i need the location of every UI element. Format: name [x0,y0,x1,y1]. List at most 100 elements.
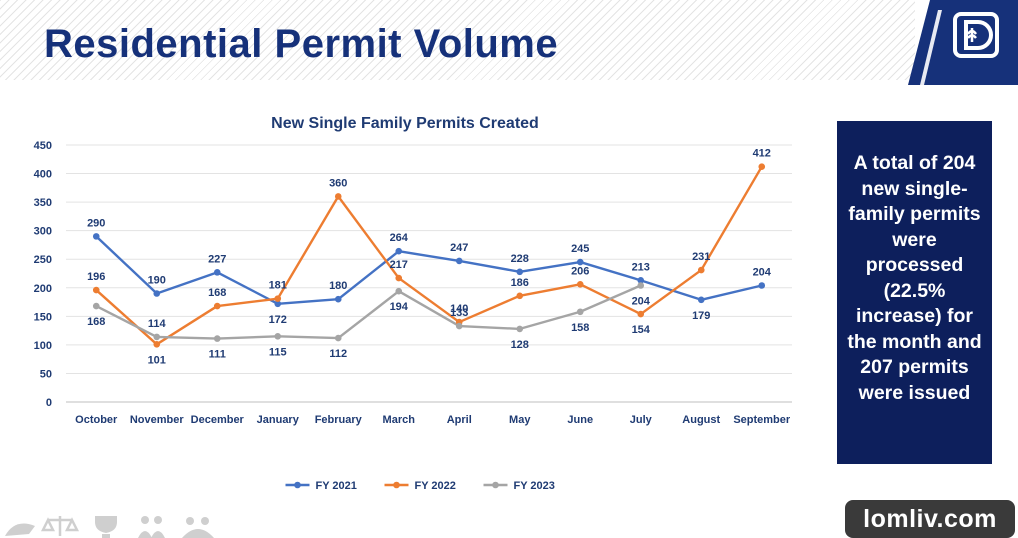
data-point [395,247,403,255]
legend-marker [294,481,301,489]
y-tick-label: 150 [34,311,52,323]
x-tick-label: November [130,414,185,426]
header-hatch-pattern [0,0,915,80]
data-label: 179 [692,310,710,322]
data-label: 247 [450,242,468,254]
legend-label: FY 2021 [316,480,357,492]
legend-label: FY 2022 [415,480,456,492]
data-label: 111 [209,349,226,361]
data-label: 228 [511,253,529,265]
data-point [334,193,342,200]
x-tick-label: June [567,414,593,426]
data-label: 133 [450,307,468,319]
x-tick-label: April [447,414,472,426]
data-point [516,292,524,300]
data-label: 231 [692,251,710,263]
data-label: 158 [571,322,589,334]
data-point [516,268,524,276]
data-label: 115 [269,346,287,358]
summary-callout: A total of 204 new single-family permits… [837,121,992,464]
series-line [95,166,763,346]
data-label: 227 [208,253,226,265]
data-point [697,266,705,274]
y-tick-label: 250 [34,254,52,266]
community-icon [182,517,214,538]
y-tick-label: 300 [34,226,52,238]
legend-marker [393,481,400,489]
data-point [395,274,403,282]
data-point [334,334,342,342]
series-line [95,284,642,340]
footer-icon-strip [5,516,214,538]
data-label: 172 [269,314,287,326]
data-point [637,277,645,284]
data-label: 186 [511,277,529,289]
y-tick-label: 450 [34,140,52,152]
x-tick-label: May [509,414,531,426]
data-label: 128 [511,339,529,351]
data-label: 194 [390,301,409,313]
data-point [213,269,221,276]
data-label: 204 [632,295,651,307]
x-tick-label: February [315,414,363,426]
data-point [92,286,100,294]
x-tick-label: January [257,414,300,426]
data-point [637,310,645,318]
data-label: 360 [329,177,347,189]
scales-icon [40,516,80,536]
data-point [274,333,282,340]
page-title: Residential Permit Volume [44,22,559,66]
data-point [395,287,403,295]
y-tick-label: 0 [46,397,52,409]
data-label: 101 [148,354,166,366]
x-tick-label: August [682,414,720,426]
legend-label: FY 2023 [514,480,555,492]
x-tick-label: October [75,414,118,426]
data-point [334,295,342,303]
legend-marker [492,481,499,489]
data-point [153,333,161,341]
line-chart: New Single Family Permits Created 0 50 100… [34,115,792,492]
data-point [758,282,766,289]
data-point [697,296,705,304]
x-tick-label: July [630,414,653,426]
y-tick-label: 350 [34,197,52,209]
data-point [455,257,463,265]
data-point [455,322,463,330]
x-tick-label: December [191,414,245,426]
y-tick-label: 400 [34,169,52,181]
data-point [758,163,766,171]
data-label: 206 [571,265,589,277]
data-label: 217 [390,259,408,271]
city-logo-icon [908,0,1018,85]
y-tick-label: 100 [34,340,52,352]
data-point [274,295,282,302]
data-label: 180 [329,280,347,292]
data-label: 196 [87,271,105,283]
y-tick-label: 50 [40,368,52,380]
trophy-icon [95,516,117,538]
data-label: 114 [148,318,167,330]
data-label: 412 [753,148,771,160]
data-label: 140 [450,303,468,315]
data-point [213,302,221,310]
data-point [92,233,100,240]
data-label: 245 [571,243,589,255]
data-label: 264 [390,232,409,244]
data-label: 154 [632,324,651,336]
data-point [274,300,282,308]
data-point [576,281,584,288]
data-label: 204 [753,266,772,278]
data-point [637,282,645,289]
series-line [95,235,763,305]
handshake-icon [5,523,35,536]
data-label: 168 [87,316,105,328]
data-label: 190 [148,274,166,286]
data-label: 213 [632,261,650,273]
data-point [576,258,584,266]
x-tick-label: March [383,414,416,426]
data-label: 290 [87,217,105,229]
data-point [516,325,524,333]
y-tick-label: 200 [34,283,52,295]
x-tick-label: September [733,414,791,426]
